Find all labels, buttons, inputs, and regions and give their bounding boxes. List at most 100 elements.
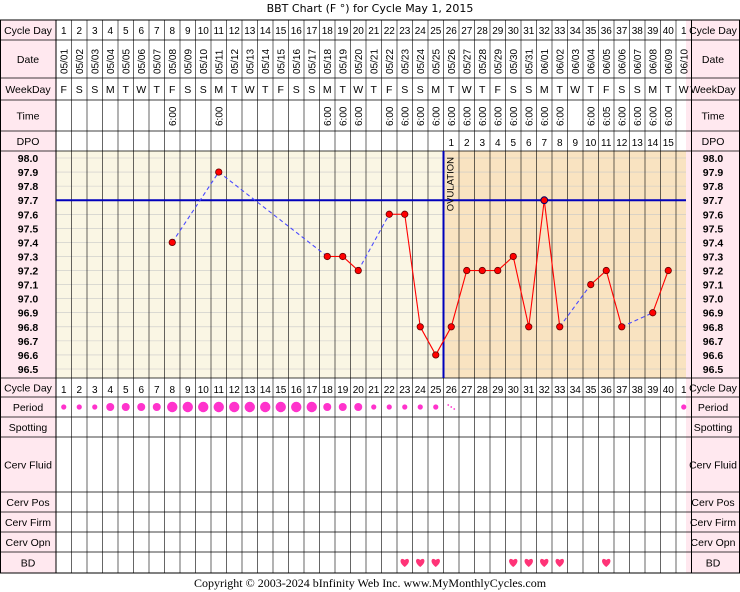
dpo-label: 9 [572, 138, 578, 149]
dpo-label: 15 [663, 138, 675, 149]
period-dot [61, 404, 67, 410]
time-label: 6:00 [586, 106, 597, 126]
dpo-label: 14 [647, 138, 659, 149]
row-label-cell-left [0, 40, 56, 78]
date-label: 06/04 [586, 49, 597, 74]
cycle-day-label: 24 [415, 26, 427, 37]
weekday-label: M [106, 84, 115, 96]
weekday-label: T [262, 84, 269, 96]
time-label: 6:00 [540, 106, 551, 126]
y-tick-label-right: 96.7 [703, 336, 724, 348]
temp-gap-segment [171, 171, 220, 243]
weekday-label: F [495, 84, 501, 96]
temp-gap-segment [357, 214, 390, 271]
period-dot [402, 404, 408, 410]
time-label: 6:00 [509, 106, 520, 126]
y-tick-label-right: 97.5 [703, 223, 724, 235]
cycle-day-label: 34 [570, 26, 582, 37]
cycle-day-label: 21 [368, 26, 380, 37]
y-tick-label-right: 97.4 [703, 237, 724, 249]
temp-point [323, 252, 331, 261]
period-dot [323, 403, 332, 411]
bd-heart-icon [400, 558, 409, 567]
period-dot [681, 404, 687, 410]
cycle-day-label: 39 [647, 26, 659, 37]
cycle-day-label: 10 [198, 26, 210, 37]
cycle-day-label: 8 [169, 26, 175, 37]
period-dot [371, 404, 377, 410]
row-label-cell-right [686, 397, 740, 417]
weekday-label: S [293, 84, 300, 96]
weekday-label: T [479, 84, 486, 96]
period-dot [213, 401, 224, 413]
date-label: 05/02 [75, 49, 86, 74]
cycle-day-label: 6 [138, 26, 144, 37]
row-label-cell-left [0, 492, 56, 512]
dpo-label: 12 [616, 138, 628, 149]
y-tick-label: 97.4 [18, 237, 39, 249]
cycle-day-label: 15 [275, 26, 287, 37]
weekday-label: T [231, 84, 238, 96]
weekday-label: W [570, 84, 580, 96]
cycle-day-label-bottom: 8 [169, 385, 175, 396]
weekday-label: S [510, 84, 517, 96]
cycle-day-label: 2 [76, 26, 82, 37]
date-label: 05/30 [509, 49, 520, 74]
dpo-label: 1 [448, 138, 454, 149]
cycle-day-label: 36 [601, 26, 613, 37]
y-tick-label: 97.0 [18, 294, 39, 306]
date-label: 05/11 [214, 49, 225, 74]
time-label: 6:00 [633, 106, 644, 126]
cycle-day-label-bottom: 12 [229, 385, 241, 396]
cycle-day-label: 40 [663, 26, 675, 37]
row-label-period-right: Period [698, 402, 729, 414]
cycle-day-label: 9 [185, 26, 191, 37]
cycle-day-label-bottom: 33 [554, 385, 566, 396]
date-label: 05/12 [230, 49, 241, 74]
temp-point [168, 238, 176, 246]
row-label-cycle_day: Cycle Day [4, 25, 53, 37]
cycle-day-label: 33 [554, 26, 566, 37]
y-tick-label: 97.2 [18, 266, 39, 278]
y-tick-label-right: 97.3 [703, 251, 724, 263]
weekday-label: W [462, 84, 472, 96]
cycle-day-label: 27 [461, 26, 473, 37]
period-dot [338, 403, 347, 411]
cycle-day-label-bottom: 5 [123, 385, 129, 396]
weekday-label: M [648, 84, 657, 96]
y-tick-label: 97.5 [18, 223, 39, 235]
y-tick-label-right: 97.9 [703, 167, 724, 179]
date-label: 06/07 [633, 49, 644, 74]
cycle-day-label: 1 [61, 26, 67, 37]
date-label: 05/27 [462, 49, 473, 74]
temp-point [463, 266, 471, 275]
row-label-cycle_day: Cycle Day [4, 383, 53, 395]
temp-point [602, 266, 610, 275]
period-dot [198, 401, 209, 413]
weekday-label: S [184, 84, 191, 96]
date-label: 05/04 [106, 49, 117, 74]
time-label: 6:00 [416, 106, 427, 126]
period-dot [76, 404, 82, 410]
cycle-day-label-bottom: 36 [601, 385, 613, 396]
cycle-day-label: 38 [632, 26, 644, 37]
date-label: 06/05 [602, 49, 613, 74]
cycle-day-label: 32 [539, 26, 551, 37]
cycle-day-label-bottom: 21 [368, 385, 380, 396]
cycle-day-label-bottom: 23 [399, 385, 411, 396]
spotting-dot [453, 408, 456, 410]
cycle-day-label-bottom: 29 [492, 385, 504, 396]
bd-heart-icon [555, 558, 564, 567]
row-label-cell-right [686, 437, 740, 492]
temp-point [432, 351, 440, 359]
weekday-label: T [123, 84, 130, 96]
weekday-label: S [525, 84, 532, 96]
cycle-day-label-bottom: 2 [76, 385, 82, 396]
period-dot [152, 403, 161, 411]
weekday-label: T [588, 84, 595, 96]
row-label-time-right: Time [702, 111, 725, 123]
row-label-cell-right [686, 78, 740, 100]
date-label: 05/24 [416, 49, 427, 74]
cycle-day-label: 3 [92, 26, 98, 37]
dpo-label: 3 [479, 138, 485, 149]
